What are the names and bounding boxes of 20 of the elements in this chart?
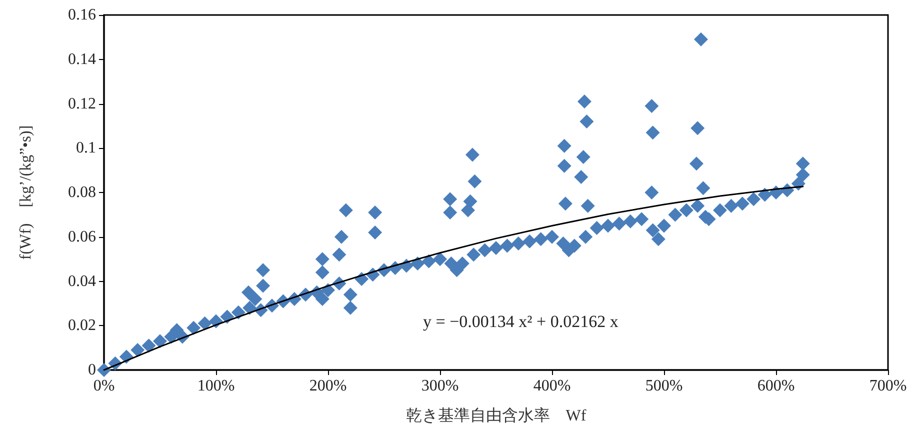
x-axis-title: 乾き基準自由含水率 Wf [406, 406, 587, 424]
x-tick-label: 300% [421, 378, 459, 394]
y-axis-title: f(Wf) [kg’/(kg”•s)] [18, 125, 34, 260]
x-tick-label: 200% [309, 378, 347, 394]
x-tick-label: 400% [533, 378, 571, 394]
x-tick-label: 700% [869, 378, 907, 394]
y-tick-label: 0.16 [68, 6, 96, 24]
y-tick-label: 0.1 [76, 140, 96, 157]
x-tick-label: 0% [93, 378, 115, 394]
x-tick-label: 100% [197, 378, 235, 394]
y-tick-label: 0.04 [68, 272, 96, 290]
x-tick-label: 500% [645, 378, 683, 394]
y-tick-label: 0.14 [68, 50, 96, 68]
x-tick-label: 600% [757, 378, 795, 394]
annotation: y = −0.00134 x² + 0.02162 x [423, 312, 619, 331]
y-tick-label: 0.08 [68, 184, 96, 201]
y-tick-label: 0 [88, 362, 96, 378]
y-tick-label: 0.06 [68, 228, 96, 246]
y-tick-label: 0.12 [68, 95, 96, 112]
y-tick-label: 0.02 [68, 317, 96, 334]
